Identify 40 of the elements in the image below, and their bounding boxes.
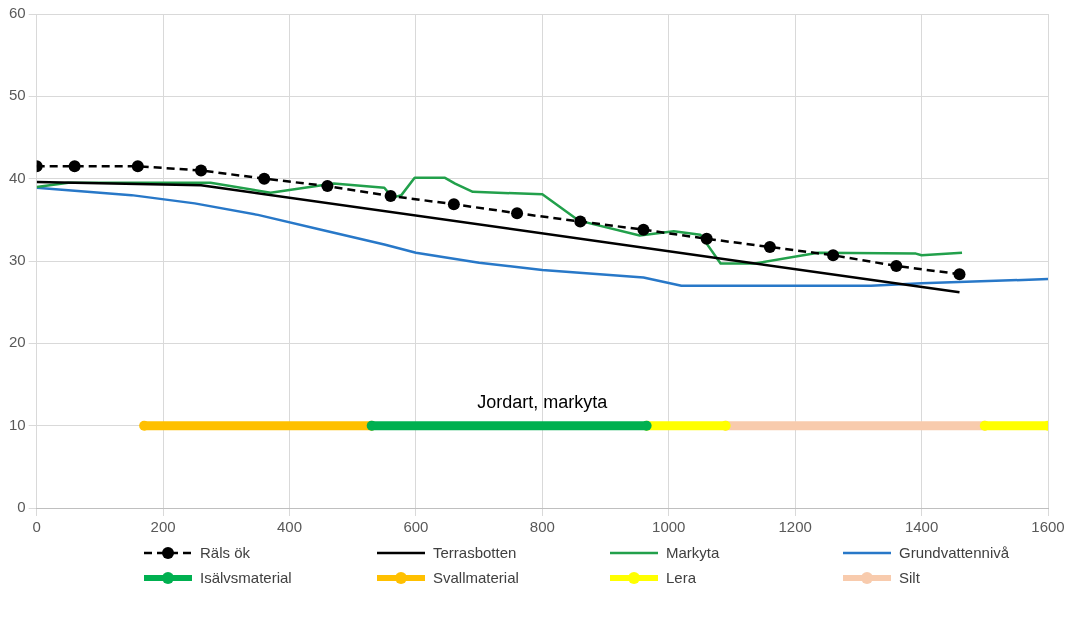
legend-label: Svallmaterial	[433, 569, 519, 586]
legend-label: Lera	[666, 569, 697, 586]
point	[131, 160, 144, 173]
y-tick-label: 30	[9, 251, 26, 269]
x-tick-label: 800	[529, 518, 555, 536]
point	[447, 198, 460, 211]
legend-label: Räls ök	[200, 544, 251, 561]
y-tick-label: 10	[9, 415, 26, 433]
point	[511, 207, 524, 220]
x-tick-label: 0	[32, 518, 41, 536]
y-tick-label: 40	[9, 168, 26, 186]
y-tick-label: 0	[17, 498, 26, 516]
x-tick-label: 600	[403, 518, 429, 536]
point	[953, 268, 966, 281]
legend-label: Markyta	[666, 544, 720, 561]
point	[195, 164, 208, 177]
x-tick-label: 200	[150, 518, 176, 536]
point	[321, 180, 334, 193]
point	[763, 241, 776, 253]
point	[574, 215, 587, 228]
point	[890, 259, 903, 272]
y-tick-label: 50	[9, 86, 26, 104]
x-tick-label: 1600	[1031, 518, 1065, 536]
legend-label: Terrasbotten	[433, 544, 517, 561]
annotation: Jordart, markyta	[477, 391, 609, 412]
x-tick-label: 1200	[778, 518, 812, 536]
point	[68, 160, 81, 173]
x-tick-label: 1400	[904, 518, 939, 536]
y-tick-label: 20	[9, 333, 26, 351]
x-tick-label: 1000	[652, 518, 686, 536]
legend-label: Grundvattennivå	[899, 544, 1010, 561]
point	[258, 172, 271, 185]
point	[827, 249, 840, 262]
point	[700, 232, 713, 245]
point	[637, 223, 650, 236]
x-tick-label: 400	[277, 518, 303, 536]
y-tick-label: 60	[9, 4, 26, 22]
legend-label: Silt	[899, 569, 920, 586]
point	[384, 189, 397, 202]
legend-label: Isälvsmaterial	[200, 569, 292, 586]
